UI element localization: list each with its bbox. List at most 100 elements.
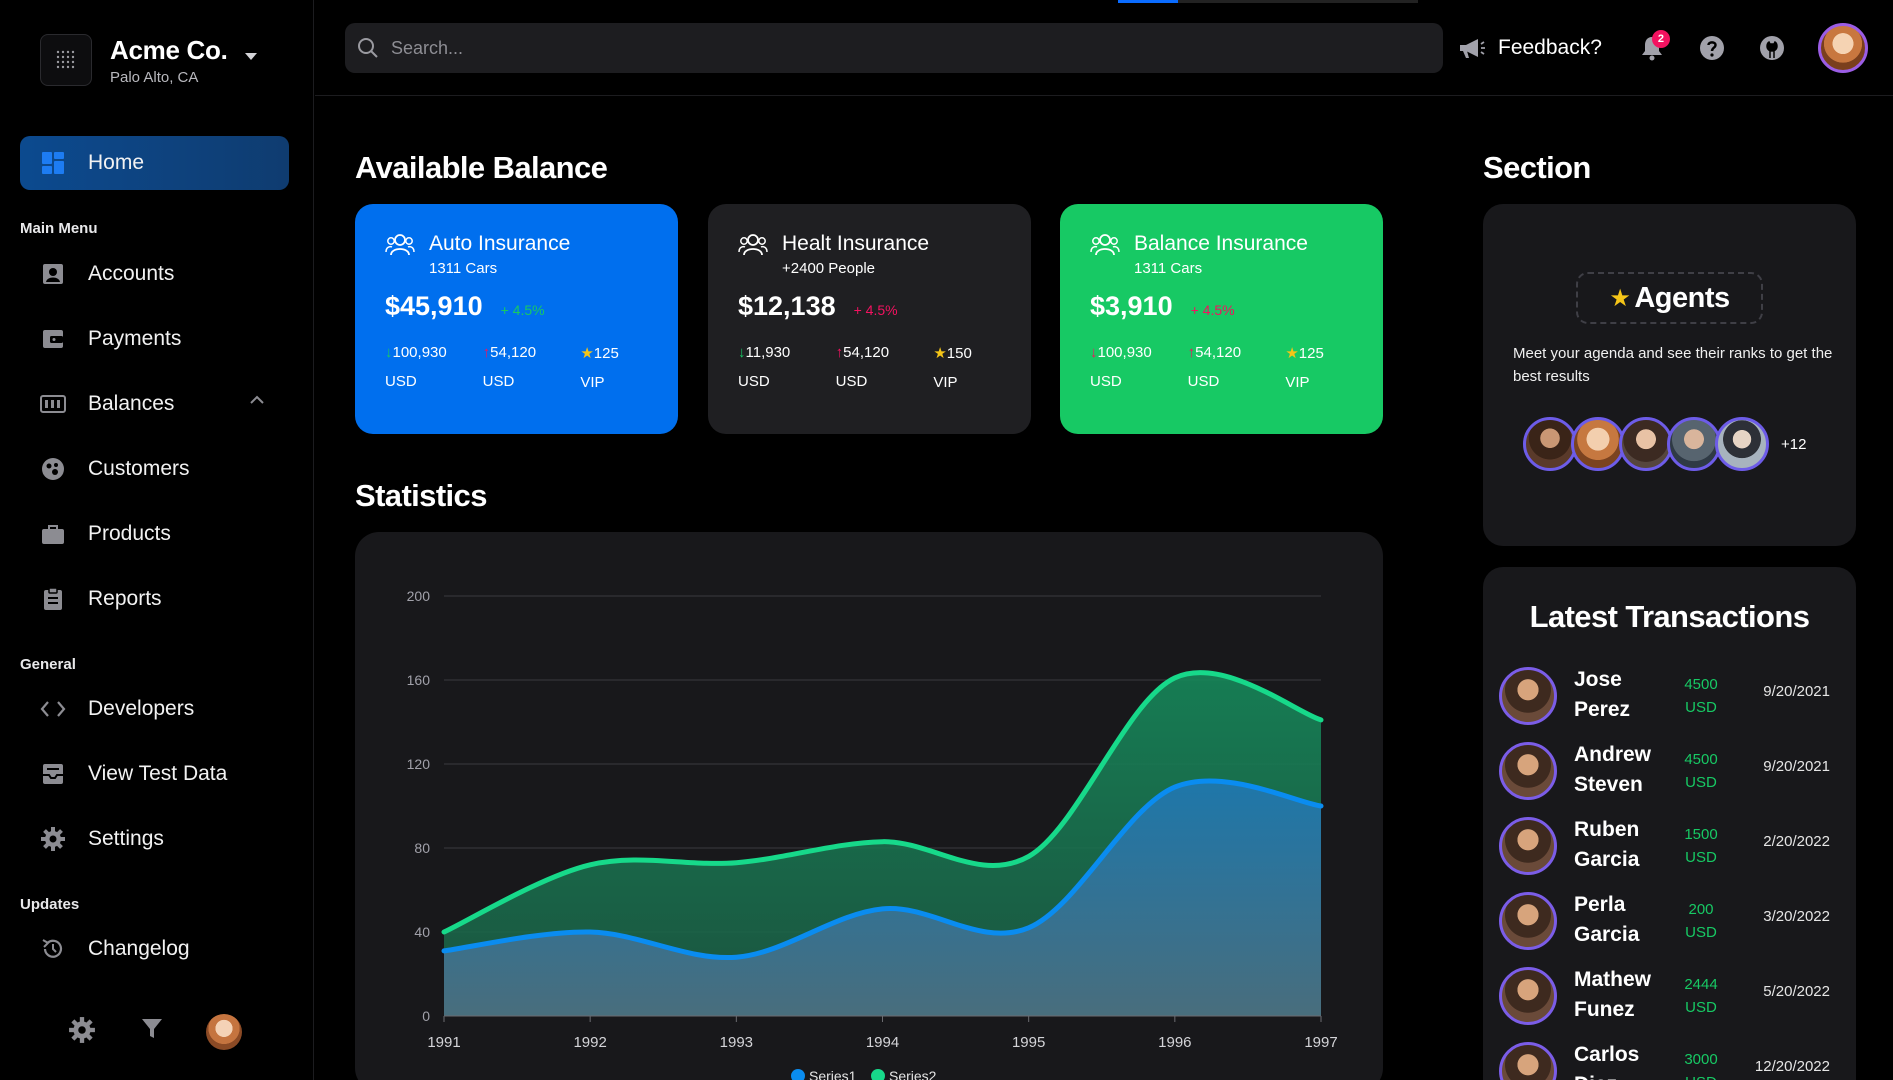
section-heading: Section (1483, 150, 1591, 185)
help-button[interactable] (1692, 28, 1732, 68)
card-amount: $3,910 (1090, 291, 1173, 321)
sidebar-item-view-test-data[interactable]: View Test Data (20, 747, 289, 801)
sidebar-item-balances[interactable]: Balances (20, 377, 289, 431)
card-title: Balance Insurance (1134, 232, 1308, 255)
feedback-label: Feedback? (1498, 36, 1602, 59)
transaction-row[interactable]: Jose Perez 4500 USD 9/20/2021 (1499, 661, 1844, 731)
star-icon: ★ (933, 345, 947, 362)
notifications-button[interactable]: 2 (1632, 28, 1672, 68)
balance-card-balance[interactable]: Balance Insurance 1311 Cars $3,910 + 4.5%… (1060, 204, 1383, 434)
history-icon (40, 936, 66, 962)
balance-card-health[interactable]: Healt Insurance +2400 People $12,138 + 4.… (708, 204, 1031, 434)
transaction-date: 2/20/2022 (1763, 833, 1830, 850)
company-switcher[interactable]: Acme Co. Palo Alto, CA (40, 34, 258, 86)
transaction-currency: USD (1685, 999, 1717, 1016)
card-subtitle: 1311 Cars (429, 260, 498, 277)
search-bar[interactable] (345, 23, 1443, 73)
arrow-down-icon: ↓ (1090, 344, 1098, 361)
available-balance-heading: Available Balance (355, 150, 608, 185)
transaction-row[interactable]: Perla Garcia 200 USD 3/20/2022 (1499, 886, 1844, 956)
agent-avatar-group[interactable]: +12 (1523, 417, 1806, 471)
card-title: Healt Insurance (782, 232, 930, 255)
star-icon: ★ (580, 345, 594, 362)
user-avatar[interactable] (206, 1014, 242, 1050)
transaction-first-name: Andrew (1574, 743, 1652, 766)
users-icon (385, 234, 415, 256)
star-icon: ★ (1609, 284, 1631, 312)
balance-card-auto[interactable]: Auto Insurance 1311 Cars $45,910 + 4.5% ↓… (355, 204, 678, 434)
company-logo-icon (40, 34, 92, 86)
transaction-currency: USD (1685, 924, 1717, 941)
chevron-up-icon[interactable] (249, 395, 265, 405)
transaction-date: 12/20/2022 (1754, 1058, 1830, 1075)
profile-avatar[interactable] (1817, 23, 1868, 73)
legend-marker (791, 1069, 805, 1080)
sidebar-item-home[interactable]: Home (20, 136, 289, 190)
card-stat-unit: USD (1187, 373, 1220, 390)
search-icon (358, 38, 378, 58)
sidebar-item-label: Home (88, 151, 145, 174)
filter-icon[interactable] (140, 1016, 164, 1047)
transaction-amount: 3000 (1684, 1051, 1718, 1068)
line-series2[interactable] (441, 670, 1324, 935)
x-tick-label: 1996 (1158, 1034, 1191, 1051)
card-stat-incoming: 100,930 (392, 344, 447, 361)
legend-label[interactable]: Series1 (809, 1068, 857, 1080)
wallet-icon (40, 326, 66, 352)
x-tick-label: 1997 (1304, 1034, 1337, 1051)
sidebar-item-developers[interactable]: Developers (20, 682, 289, 736)
latest-transactions-card: Latest Transactions Jose Perez 4500 USD 9/… (1483, 567, 1856, 1080)
more-agents-count[interactable]: +12 (1781, 435, 1807, 453)
avatar[interactable] (1571, 417, 1625, 471)
card-stat-vip: 150 (946, 345, 972, 362)
settings-gear-icon[interactable] (68, 1016, 96, 1049)
avatar[interactable] (1667, 417, 1721, 471)
sidebar-item-settings[interactable]: Settings (20, 812, 289, 866)
sidebar-item-payments[interactable]: Payments (20, 312, 289, 366)
card-change: + 4.5% (500, 302, 545, 318)
star-icon: ★ (1285, 345, 1299, 362)
transaction-date: 3/20/2022 (1763, 908, 1830, 925)
balance-icon (40, 391, 66, 417)
feedback-button[interactable]: Feedback? (1458, 36, 1602, 60)
help-icon (1699, 36, 1724, 60)
sidebar-item-customers[interactable]: Customers (20, 442, 289, 496)
sidebar-item-reports[interactable]: Reports (20, 572, 289, 626)
search-input[interactable] (391, 37, 1391, 59)
line-series1[interactable] (441, 778, 1324, 961)
area-chart[interactable]: 0 40 80 120 160 200 1991 1992 1993 1994 1995 1996 19… (355, 532, 1383, 1080)
card-stat-vip: 125 (1298, 345, 1324, 362)
x-tick-label: 1993 (720, 1034, 753, 1051)
agents-badge[interactable]: ★ Agents (1576, 272, 1763, 324)
megaphone-icon (1460, 39, 1485, 58)
transaction-row[interactable]: Mathew Funez 2444 USD 5/20/2022 (1499, 961, 1844, 1031)
transaction-currency: USD (1685, 699, 1717, 716)
avatar[interactable] (1523, 417, 1577, 471)
transactions-heading: Latest Transactions (1529, 599, 1810, 634)
sidebar-item-accounts[interactable]: Accounts (20, 247, 289, 301)
agents-label: Agents (1634, 281, 1730, 314)
company-name: Acme Co. (110, 34, 228, 65)
agents-card: ★ Agents Meet your agenda and see their … (1483, 204, 1856, 546)
y-tick-label: 80 (414, 840, 430, 856)
github-button[interactable] (1752, 28, 1792, 68)
transaction-row[interactable]: Ruben Garcia 1500 USD 2/20/2022 (1499, 811, 1844, 881)
avatar[interactable] (1619, 417, 1673, 471)
transaction-row[interactable]: Andrew Steven 4500 USD 9/20/2021 (1499, 736, 1844, 806)
sidebar-item-label: Developers (88, 697, 195, 720)
users-icon (1090, 234, 1120, 256)
transaction-amount: 200 (1688, 901, 1714, 918)
transaction-last-name: Diaz (1574, 1070, 1674, 1080)
card-stat-unit: VIP (1285, 374, 1310, 391)
transaction-row[interactable]: Carlos Diaz 3000 USD 12/20/2022 (1499, 1036, 1844, 1080)
card-subtitle: +2400 People (782, 260, 876, 277)
transaction-amount: 4500 (1684, 751, 1718, 768)
avatar[interactable] (1715, 417, 1769, 471)
sidebar-item-products[interactable]: Products (20, 507, 289, 561)
card-amount: $12,138 (738, 291, 836, 321)
sidebar-item-changelog[interactable]: Changelog (20, 922, 289, 976)
transaction-last-name: Perez (1574, 698, 1631, 721)
legend-label[interactable]: Series2 (889, 1068, 937, 1080)
transaction-currency: USD (1685, 774, 1717, 791)
transaction-date: 9/20/2021 (1763, 758, 1830, 775)
